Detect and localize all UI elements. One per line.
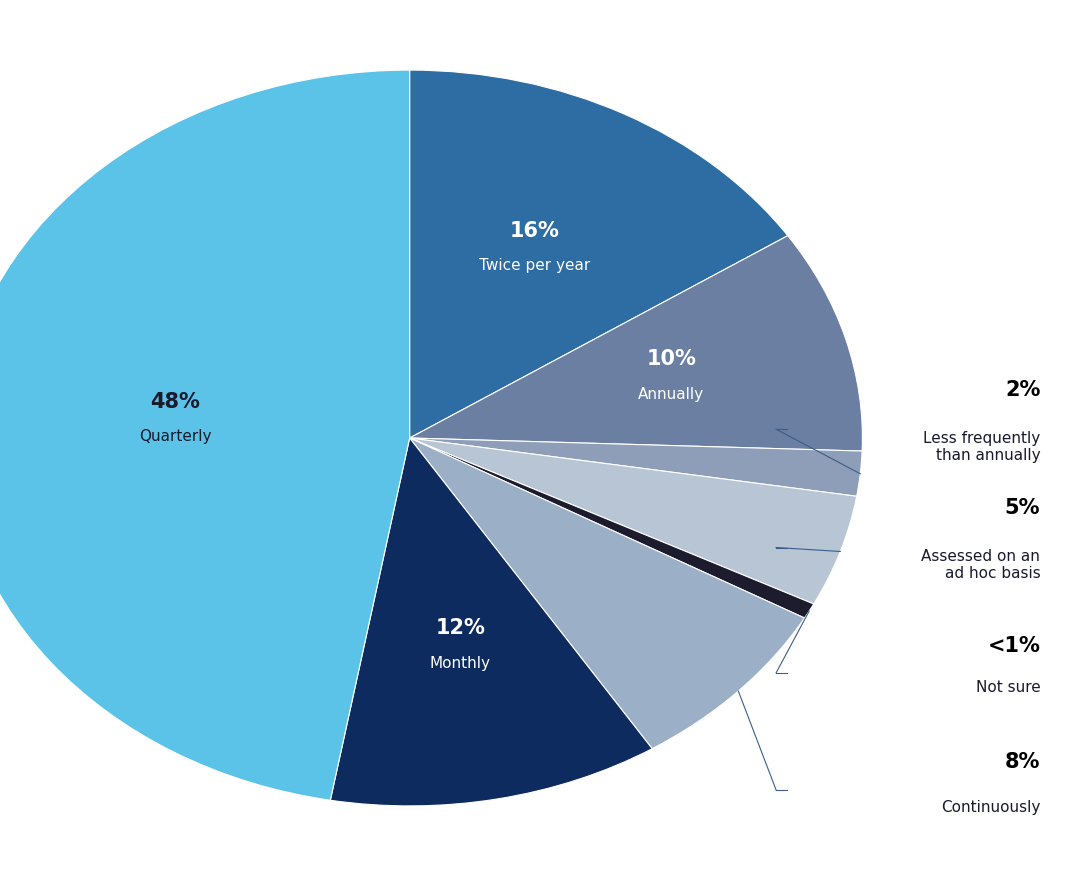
Text: Annually: Annually bbox=[638, 386, 704, 402]
Text: Not sure: Not sure bbox=[976, 680, 1040, 696]
Wedge shape bbox=[330, 438, 652, 806]
Text: Continuously: Continuously bbox=[941, 800, 1040, 816]
Wedge shape bbox=[410, 438, 862, 497]
Text: 8%: 8% bbox=[1005, 752, 1040, 772]
Text: 48%: 48% bbox=[150, 392, 201, 412]
Text: 10%: 10% bbox=[647, 350, 696, 369]
Text: 2%: 2% bbox=[1005, 380, 1040, 399]
Wedge shape bbox=[410, 438, 804, 749]
Wedge shape bbox=[410, 438, 814, 618]
Text: 5%: 5% bbox=[1005, 498, 1040, 518]
Text: <1%: <1% bbox=[987, 637, 1040, 656]
Text: 12%: 12% bbox=[436, 618, 485, 638]
Text: Monthly: Monthly bbox=[430, 655, 490, 671]
Wedge shape bbox=[410, 70, 788, 438]
Text: Twice per year: Twice per year bbox=[479, 258, 590, 273]
Wedge shape bbox=[0, 70, 410, 801]
Text: 16%: 16% bbox=[509, 221, 559, 241]
Text: Assessed on an
ad hoc basis: Assessed on an ad hoc basis bbox=[922, 549, 1040, 581]
Text: Quarterly: Quarterly bbox=[139, 429, 211, 444]
Wedge shape bbox=[410, 438, 857, 604]
Text: Less frequently
than annually: Less frequently than annually bbox=[923, 431, 1040, 463]
Wedge shape bbox=[410, 236, 862, 451]
